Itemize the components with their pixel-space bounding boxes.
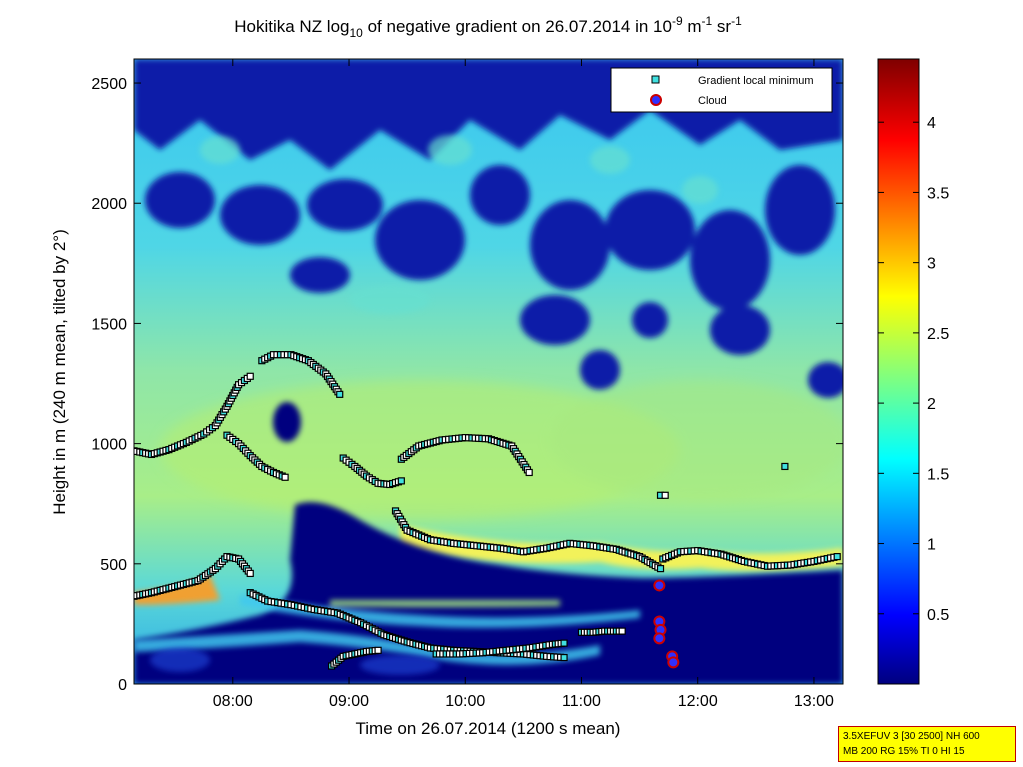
plot-frame: [133, 58, 844, 685]
colorbar-tick-label: 0.5: [927, 607, 949, 624]
heatmap: [134, 59, 843, 684]
x-tick-label: 13:00: [794, 693, 834, 710]
colorbar-tick-label: 1.5: [927, 466, 949, 483]
gradient-minimum-marker: [246, 372, 254, 380]
colorbar-tick-label: 2: [927, 396, 936, 413]
gradient-minimum-marker: [281, 473, 289, 481]
x-axis: 08:00 09:00 10:00 11:00 12:00 13:00: [213, 59, 834, 710]
y-axis-label: Height in m (240 m mean, tilted by 2°): [50, 229, 69, 515]
colorbar-tick-label: 2.5: [927, 326, 949, 343]
cloud-markers: [653, 579, 680, 669]
gradient-minimum-marker: [781, 462, 789, 471]
x-tick-label: 09:00: [329, 693, 369, 710]
gradient-minimum-marker: [560, 639, 568, 647]
x-tick-label: 10:00: [445, 693, 485, 710]
gradient-minimum-marker: [618, 627, 626, 635]
legend-gradient-label: Gradient local minimum: [698, 75, 814, 87]
colorbar-tick-label: 3.5: [927, 185, 949, 202]
info-line-1: 3.5XEFUV 3 [30 2500] NH 600: [843, 731, 980, 742]
x-tick-label: 12:00: [678, 693, 718, 710]
cloud-marker: [653, 632, 666, 645]
cloud-marker: [653, 579, 666, 592]
colorbar-tick-label: 4: [927, 115, 936, 132]
y-tick-label: 1500: [91, 316, 127, 333]
gradient-minimum-marker: [246, 569, 254, 578]
legend-cloud-label: Cloud: [698, 95, 727, 107]
gradient-minimum-marker: [525, 468, 533, 477]
legend: Gradient local minimum Cloud: [610, 67, 833, 113]
gradient-minimum-marker: [374, 646, 382, 654]
cloud-marker: [667, 656, 680, 669]
gradient-minimum-marker: [661, 491, 669, 499]
legend-gradient-marker-icon: [651, 75, 660, 84]
gradient-minimum-marker: [397, 477, 405, 485]
x-axis-label: Time on 26.07.2014 (1200 s mean): [356, 719, 621, 738]
legend-box: [610, 67, 833, 113]
colorbar-tick-label: 3: [927, 256, 936, 273]
info-line-2: MB 200 RG 15% TI 0 HI 15: [843, 746, 965, 757]
colorbar-ticks: 0.5 1 1.5 2 2.5 3 3.5 4: [878, 115, 949, 624]
y-axis: 0 500 1000 1500 2000 2500: [91, 76, 843, 694]
y-tick-label: 2500: [91, 76, 127, 93]
y-tick-label: 2000: [91, 196, 127, 213]
gradient-minimum-marker: [656, 565, 665, 573]
gradient-minimum-marker: [833, 552, 841, 561]
info-box: 3.5XEFUV 3 [30 2500] NH 600 MB 200 RG 15…: [838, 726, 1016, 762]
colorbar: 0.5 1 1.5 2 2.5 3 3.5 4: [877, 58, 949, 685]
gradient-minimum-marker: [560, 653, 568, 662]
gradient-minimum-markers: [134, 351, 841, 670]
y-tick-label: 0: [118, 677, 127, 694]
colorbar-gradient: [877, 58, 920, 685]
x-tick-label: 08:00: [213, 693, 253, 710]
chart-title: Hokitika NZ log10 of negative gradient o…: [234, 14, 742, 40]
colorbar-tick-label: 1: [927, 537, 936, 554]
x-tick-label: 11:00: [562, 693, 601, 710]
legend-cloud-marker-icon: [650, 94, 662, 106]
y-tick-label: 1000: [91, 437, 127, 454]
y-tick-label: 500: [100, 557, 127, 574]
gradient-minimum-marker: [336, 390, 344, 398]
